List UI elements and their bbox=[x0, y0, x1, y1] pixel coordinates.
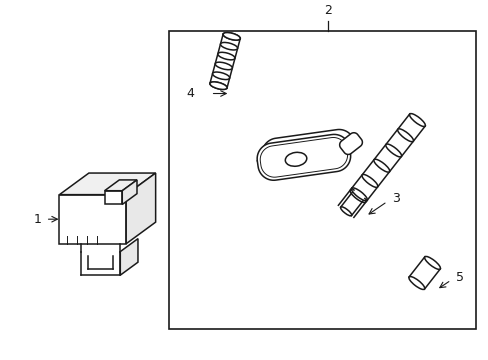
Bar bbox=[169, 31, 475, 329]
Ellipse shape bbox=[408, 276, 424, 289]
Ellipse shape bbox=[351, 188, 366, 201]
Polygon shape bbox=[104, 180, 137, 191]
Polygon shape bbox=[60, 173, 155, 195]
Polygon shape bbox=[260, 138, 347, 177]
Ellipse shape bbox=[212, 72, 229, 80]
Ellipse shape bbox=[361, 175, 377, 187]
Polygon shape bbox=[126, 173, 155, 244]
Ellipse shape bbox=[223, 33, 240, 40]
Ellipse shape bbox=[217, 52, 235, 60]
Ellipse shape bbox=[385, 144, 401, 157]
Text: 2: 2 bbox=[324, 4, 332, 17]
Polygon shape bbox=[122, 180, 137, 204]
Polygon shape bbox=[257, 134, 350, 180]
Bar bbox=[104, 191, 122, 204]
Ellipse shape bbox=[408, 113, 425, 126]
Ellipse shape bbox=[223, 33, 240, 40]
Text: 3: 3 bbox=[391, 192, 399, 205]
Ellipse shape bbox=[349, 190, 365, 203]
Ellipse shape bbox=[209, 82, 226, 89]
Ellipse shape bbox=[340, 207, 351, 216]
Ellipse shape bbox=[424, 256, 440, 269]
Polygon shape bbox=[120, 239, 138, 275]
Text: 4: 4 bbox=[185, 87, 194, 100]
Text: 1: 1 bbox=[34, 213, 41, 226]
Polygon shape bbox=[339, 133, 362, 154]
Ellipse shape bbox=[215, 62, 232, 70]
Ellipse shape bbox=[220, 42, 237, 50]
Bar bbox=[60, 195, 126, 244]
Ellipse shape bbox=[373, 159, 389, 172]
Text: 5: 5 bbox=[455, 271, 463, 284]
Ellipse shape bbox=[285, 152, 306, 166]
Ellipse shape bbox=[397, 129, 413, 142]
Ellipse shape bbox=[209, 82, 226, 89]
